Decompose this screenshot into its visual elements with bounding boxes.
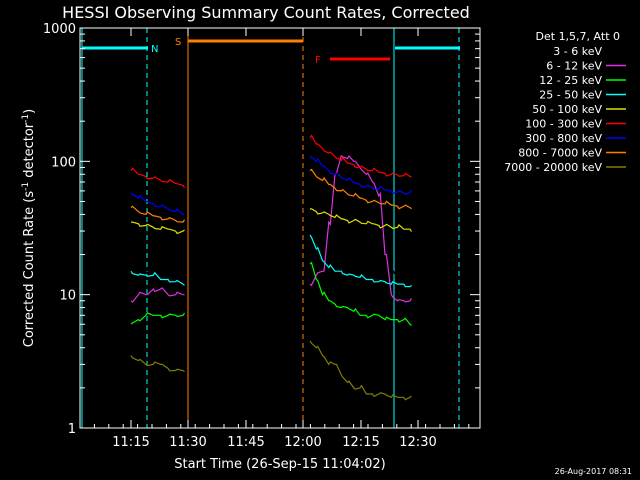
series-line-4-seg2 [310,208,413,232]
series-line-8-seg2 [309,340,412,401]
series-line-1-seg1 [130,287,185,303]
legend-label-8: 7000 - 20000 keV [504,161,602,174]
legend-label-4: 50 - 100 keV [532,103,602,116]
y-tick-label-0: 1 [68,422,76,437]
y-tick-label-2: 100 [51,155,76,170]
series-line-7-seg1 [130,205,186,223]
series-line-6-seg1 [130,192,185,215]
series-line-3-seg2 [309,234,412,288]
series-line-5-seg1 [130,167,186,189]
x-tick-label-0: 11:15 [112,435,149,450]
annotation-label-n: N [151,44,158,55]
series-line-1-seg2 [309,154,413,303]
x-axis-label: Start Time (26-Sep-15 11:04:02) [174,457,385,472]
plot-frame [79,27,481,429]
legend-title: Det 1,5,7, Att 0 [536,30,620,43]
legend-label-5: 100 - 300 keV [525,118,602,131]
y-tick-label-3: 1000 [43,22,76,37]
series-line-7-seg2 [309,168,412,210]
annotation-label-f: F [315,55,321,66]
y-tick-label-1: 10 [59,289,76,304]
legend-label-2: 12 - 25 keV [539,74,602,87]
y-axis-label: Corrected Count Rate (s-1 detector-1) [21,109,37,347]
series-line-3-seg1 [130,270,185,286]
series-line-4-seg1 [131,221,185,235]
x-tick-label-4: 12:15 [342,435,379,450]
chart-title: HESSI Observing Summary Count Rates, Cor… [62,3,470,22]
legend-label-7: 800 - 7000 keV [518,147,602,160]
annotation-label-s: S [175,37,181,48]
series-line-0-seg2 [309,152,412,290]
series-line-2-seg1 [130,312,186,325]
x-axis: 11:15 11:30 11:45 12:00 12:15 12:30 [79,28,470,450]
series-line-8-seg1 [130,355,185,373]
x-tick-label-3: 12:00 [284,435,321,450]
x-tick-label-5: 12:30 [399,435,436,450]
series-line-0-seg1 [130,233,186,280]
legend-label-0: 3 - 6 keV [553,45,602,58]
legend-label-1: 6 - 12 keV [546,60,602,73]
plot-area: N S F [81,28,460,428]
x-tick-label-1: 11:30 [169,435,206,450]
series-line-6-seg2 [309,155,413,195]
legend-label-6: 300 - 800 keV [525,132,602,145]
y-axis: 1 10 100 1000 [43,22,480,437]
timestamp: 26-Aug-2017 08:31 [555,467,632,476]
x-tick-label-2: 11:45 [227,435,264,450]
series-line-5-seg2 [309,134,412,178]
legend-label-3: 25 - 50 keV [539,89,602,102]
series-line-2-seg2 [309,261,412,326]
